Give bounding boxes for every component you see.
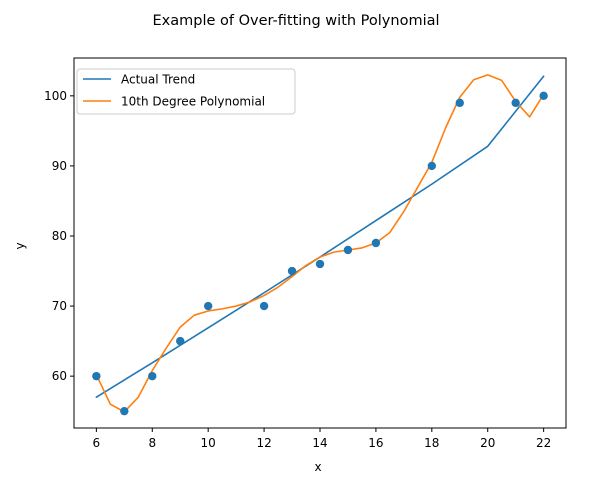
data-point [511,98,520,108]
chart-title: Example of Over-fitting with Polynomial [152,13,439,29]
y-tick-label: 100 [44,89,67,103]
y-axis: 60 70 80 90 100 [44,89,74,383]
data-point [92,371,101,381]
data-point [287,266,297,276]
x-tick-label: 12 [256,436,271,450]
data-point [259,301,269,311]
x-tick-label: 10 [201,436,216,450]
x-axis-label: x [314,460,321,474]
y-axis-label: y [13,242,27,249]
data-point [315,259,325,269]
legend-label-actual-trend: Actual Trend [121,73,195,87]
series-line-1 [95,74,545,413]
data-point [148,371,157,381]
x-tick-label: 22 [536,436,551,450]
legend: Actual Trend 10th Degree Polynomial [76,68,296,115]
y-tick-label: 60 [52,369,67,383]
x-tick-label: 20 [480,436,495,450]
data-point [120,406,129,416]
y-tick-label: 70 [52,299,67,313]
data-point [539,91,548,101]
data-point [343,245,353,255]
data-point [455,98,464,108]
x-tick-label: 16 [368,436,383,450]
x-tick-label: 6 [93,436,101,450]
legend-label-10th-degree-polynomial: 10th Degree Polynomial [121,95,265,109]
x-tick-label: 8 [148,436,156,450]
data-point [427,161,437,171]
x-tick-label: 14 [312,436,327,450]
x-axis: 6 8 10 12 14 16 18 20 22 [93,428,551,450]
y-tick-label: 90 [52,159,67,173]
legend-box [76,68,296,115]
series-line-0 [95,75,545,398]
data-point [176,336,185,346]
data-point [371,238,381,248]
y-tick-label: 80 [52,229,67,243]
x-tick-label: 18 [424,436,439,450]
data-point [203,301,213,311]
